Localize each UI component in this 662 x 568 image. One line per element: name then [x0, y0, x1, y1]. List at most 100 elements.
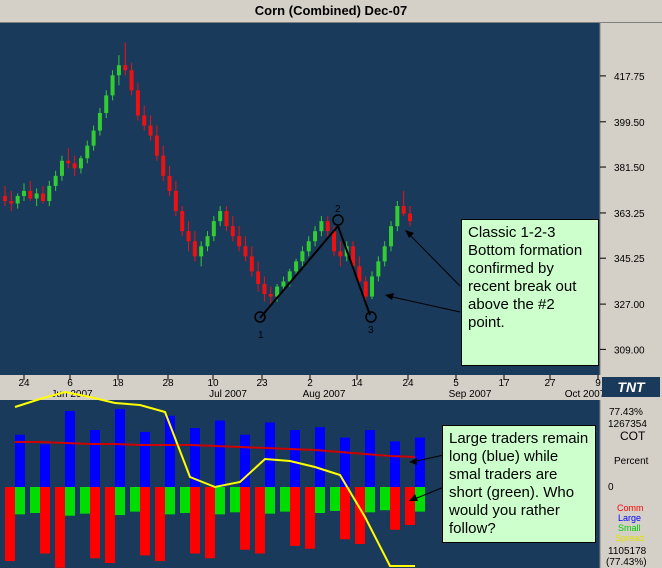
tnt-logo	[602, 377, 660, 397]
date-tick-label: 5	[453, 378, 459, 389]
candle	[382, 241, 387, 267]
date-tick-label: 18	[112, 378, 124, 389]
candle	[148, 115, 153, 141]
candle	[313, 226, 318, 247]
date-tick-label: 14	[351, 378, 363, 389]
candle	[224, 206, 229, 232]
candle-body	[401, 206, 406, 214]
candle	[180, 206, 185, 237]
cot-bar-small	[65, 487, 75, 516]
callout-123-bottom: Classic 1-2-3 Bottom formation confirmed…	[461, 219, 599, 366]
candle-body	[72, 163, 77, 169]
cot-bar-comm	[390, 487, 400, 530]
cot-bar-large	[365, 430, 375, 487]
cot-bar-small	[215, 487, 225, 515]
price-axis-panel	[600, 23, 662, 375]
candle	[363, 276, 368, 305]
candle	[116, 55, 121, 86]
candle-body	[370, 276, 375, 297]
candle-body	[85, 145, 90, 159]
candle	[110, 70, 115, 101]
cot-bar-small	[30, 487, 40, 513]
price-tick-label: 417.75	[614, 72, 645, 83]
candle-body	[351, 246, 356, 267]
cot-bar-large	[40, 444, 50, 487]
cot-bar-large	[15, 434, 25, 487]
candle-body	[186, 231, 191, 242]
candle-body	[66, 160, 71, 164]
cot-bar-large	[390, 441, 400, 487]
cot-top-count: 1267354	[608, 419, 647, 430]
price-tick-label: 363.25	[614, 209, 645, 220]
month-label: Jun 2007	[51, 389, 93, 400]
pattern-line-2-3	[337, 225, 371, 316]
candle	[28, 180, 33, 201]
candle	[218, 206, 223, 227]
candle	[389, 221, 394, 252]
candle	[211, 216, 216, 242]
candle	[123, 42, 128, 76]
pattern-line-1-2	[259, 225, 339, 319]
pattern-label-1: 1	[258, 330, 264, 341]
cot-bar-large	[165, 415, 175, 487]
candle	[129, 62, 134, 96]
callout-arrowhead-3	[409, 458, 417, 465]
pattern-label-3: 3	[368, 325, 374, 336]
candle	[186, 221, 191, 252]
candle	[262, 276, 267, 302]
month-label: Oct 2007	[565, 389, 606, 400]
candle-body	[116, 65, 121, 76]
cot-bar-comm	[355, 487, 365, 544]
candle	[78, 155, 83, 174]
candle-body	[15, 195, 20, 204]
callout-arrow-4	[411, 486, 445, 501]
pattern-marker-1	[254, 311, 266, 323]
callout-arrow-3	[411, 454, 445, 463]
legend-comm: Comm	[617, 503, 644, 513]
candle-body	[28, 190, 33, 199]
candle-body	[395, 206, 400, 227]
cot-bar-comm	[105, 487, 115, 563]
cot-bar-small	[165, 487, 175, 515]
candle-body	[3, 195, 7, 201]
candle	[319, 216, 324, 237]
cot-bar-small	[265, 487, 275, 514]
candle	[167, 165, 172, 196]
candle-body	[313, 231, 318, 242]
candle	[306, 236, 311, 257]
candle	[9, 190, 14, 212]
callout-arrowhead-4	[409, 494, 418, 501]
candle	[154, 125, 159, 161]
cot-bar-comm	[40, 487, 50, 554]
candle-body	[104, 95, 109, 113]
candle	[85, 140, 90, 164]
cot-bar-small	[80, 487, 90, 514]
callout-arrow-2	[387, 295, 461, 313]
candle	[243, 236, 248, 262]
callout-arrow-1	[406, 231, 461, 287]
candle	[15, 193, 20, 209]
candle-body	[91, 130, 96, 146]
price-tick-label: 345.25	[614, 254, 645, 265]
cot-axis-panel	[600, 400, 662, 568]
cot-bar-comm	[405, 487, 415, 525]
cot-top-value: 77.43%	[609, 407, 643, 418]
candle-body	[268, 294, 273, 297]
candle	[325, 216, 330, 237]
date-tick-label: 10	[207, 378, 219, 389]
price-axis: 417.75 399.50 381.50 363.25 345.25 327.00 309.…	[600, 72, 645, 356]
date-tick-label: 9	[595, 378, 601, 389]
cot-bar-small	[365, 487, 375, 513]
candle	[401, 190, 406, 217]
candle-body	[287, 271, 292, 282]
cot-bars	[5, 409, 425, 568]
price-tick-label: 309.00	[614, 345, 645, 356]
candle-body	[59, 160, 64, 176]
candle	[395, 201, 400, 232]
candle-body	[306, 241, 311, 252]
candle-body	[129, 70, 134, 91]
date-tick-label: 28	[162, 378, 174, 389]
candle-body	[237, 236, 242, 247]
cot-bottom-count: 1105178	[608, 546, 647, 557]
candle-body	[294, 261, 299, 272]
